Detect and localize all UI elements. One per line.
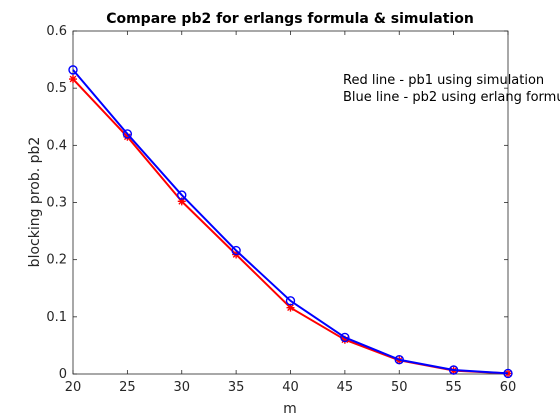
data-point-erlang bbox=[448, 365, 459, 375]
y-tick-label: 0.6 bbox=[46, 24, 67, 39]
data-point-erlang bbox=[68, 65, 78, 75]
y-tick-label: 0.3 bbox=[46, 196, 67, 211]
x-axis-label: m bbox=[283, 401, 297, 417]
y-tick-label: 0.4 bbox=[46, 138, 67, 153]
x-axis-ticks: 20 25 30 35 40 45 50 55 60 bbox=[65, 31, 517, 395]
x-tick-label: 30 bbox=[173, 380, 190, 395]
y-axis-label: blocking prob. pb2 bbox=[27, 137, 43, 268]
annotation-red-line: Red line - pb1 using simulation bbox=[343, 73, 544, 88]
x-tick-label: 60 bbox=[500, 380, 517, 395]
data-point-simulation bbox=[286, 303, 295, 312]
plot-area bbox=[72, 30, 509, 375]
data-point-simulation bbox=[123, 132, 132, 141]
series-erlang bbox=[68, 65, 513, 379]
y-axis-ticks: 0 0.1 0.2 0.3 0.4 0.5 0.6 bbox=[46, 24, 508, 382]
x-tick-label: 45 bbox=[337, 380, 354, 395]
data-point-erlang bbox=[340, 332, 350, 343]
data-point-erlang bbox=[285, 296, 296, 306]
x-tick-label: 50 bbox=[391, 380, 408, 395]
y-tick-label: 0 bbox=[59, 367, 67, 382]
data-point-simulation bbox=[177, 197, 186, 206]
data-point-erlang bbox=[394, 355, 404, 365]
series-layer bbox=[68, 65, 513, 379]
data-point-erlang bbox=[122, 129, 133, 139]
data-point-simulation bbox=[69, 75, 77, 84]
x-tick-label: 35 bbox=[228, 380, 245, 395]
x-tick-label: 20 bbox=[65, 380, 82, 395]
data-point-erlang bbox=[177, 190, 187, 200]
data-point-erlang bbox=[503, 368, 513, 379]
chart-title: Compare pb2 for erlangs formula & simula… bbox=[106, 11, 474, 27]
x-tick-label: 55 bbox=[445, 380, 462, 395]
data-point-erlang bbox=[231, 245, 241, 256]
y-tick-label: 0.1 bbox=[46, 310, 67, 325]
x-tick-label: 25 bbox=[119, 380, 136, 395]
y-tick-label: 0.5 bbox=[46, 81, 67, 96]
series-line-erlang bbox=[72, 69, 509, 375]
annotation-blue-line: Blue line - pb2 using erlang formula bbox=[343, 90, 560, 105]
data-point-simulation bbox=[340, 335, 349, 344]
x-tick-label: 40 bbox=[282, 380, 299, 395]
y-tick-label: 0.2 bbox=[46, 253, 67, 268]
